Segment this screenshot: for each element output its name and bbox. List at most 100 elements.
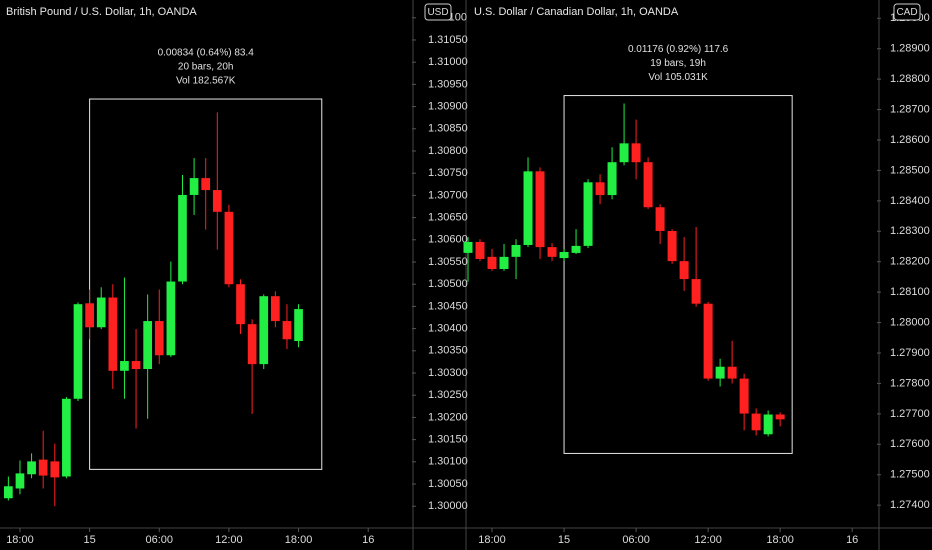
candle-body xyxy=(85,303,94,328)
y-tick-label: 1.27400 xyxy=(890,499,930,511)
candle-body xyxy=(619,143,629,163)
x-tick-label: 06:00 xyxy=(622,534,650,546)
candle-body xyxy=(212,190,222,212)
x-tick-label: 06:00 xyxy=(145,534,173,546)
x-tick-label: 18:00 xyxy=(285,534,313,546)
measure-text: Vol 182.567K xyxy=(176,76,236,87)
y-tick-label: 1.30450 xyxy=(428,300,468,312)
y-tick-label: 1.27800 xyxy=(890,377,930,389)
y-tick-label: 1.30100 xyxy=(428,456,468,468)
y-tick-label: 1.27700 xyxy=(890,408,930,420)
measure-text: 0.01176 (0.92%) 117.6 xyxy=(628,44,729,55)
candle-body xyxy=(559,251,569,259)
candle-body xyxy=(178,194,187,282)
y-tick-label: 1.28000 xyxy=(890,316,930,328)
y-tick-label: 1.30200 xyxy=(428,411,468,423)
candle-body xyxy=(511,244,521,257)
y-tick-label: 1.27500 xyxy=(890,469,930,481)
currency-tag xyxy=(424,3,452,21)
candle-body xyxy=(259,296,269,365)
currency-label: CAD xyxy=(896,7,917,18)
candle-body xyxy=(667,230,677,262)
candle-body xyxy=(4,486,13,499)
candle-body xyxy=(38,459,48,476)
candle-body xyxy=(50,461,60,478)
y-tick-label: 1.27600 xyxy=(890,438,930,450)
y-tick-label: 1.28700 xyxy=(890,103,930,115)
candle-body xyxy=(739,378,749,414)
y-tick-label: 1.28400 xyxy=(890,195,930,207)
currency-label: USD xyxy=(427,7,448,18)
y-tick-label: 1.28200 xyxy=(890,256,930,268)
candle-body xyxy=(62,398,71,477)
candle-body xyxy=(643,162,653,208)
candle-body xyxy=(270,296,280,322)
candle-body xyxy=(73,304,83,399)
x-tick-label: 12:00 xyxy=(215,534,243,546)
x-tick-label: 16 xyxy=(362,534,374,546)
measure-box xyxy=(563,95,793,454)
y-tick-label: 1.30400 xyxy=(428,323,468,335)
candle-body xyxy=(763,414,773,435)
candle-body xyxy=(201,178,211,191)
candle-body xyxy=(282,321,292,340)
y-tick-label: 1.30550 xyxy=(428,256,468,268)
y-tick-label: 1.30650 xyxy=(428,212,468,224)
y-tick-label: 1.30900 xyxy=(428,100,468,112)
y-tick-label: 1.30750 xyxy=(428,167,468,179)
x-tick-label: 18:00 xyxy=(478,534,506,546)
candle-body xyxy=(475,241,485,259)
y-tick-label: 1.30500 xyxy=(428,278,468,290)
y-tick-label: 1.28300 xyxy=(890,225,930,237)
candle-body xyxy=(224,211,234,285)
y-tick-label: 1.30600 xyxy=(428,234,468,246)
candle-body xyxy=(487,256,497,270)
candle-body xyxy=(535,171,545,248)
x-tick-label: 18:00 xyxy=(766,534,794,546)
candle-body xyxy=(655,207,665,231)
y-tick-label: 1.30700 xyxy=(428,189,468,201)
candle-body xyxy=(131,361,141,370)
y-tick-label: 1.28900 xyxy=(890,43,930,55)
candle-body xyxy=(499,256,509,270)
y-tick-label: 1.31050 xyxy=(428,34,468,46)
y-tick-label: 1.27900 xyxy=(890,347,930,359)
x-tick-label: 18:00 xyxy=(6,534,34,546)
candle-body xyxy=(727,366,737,379)
y-tick-label: 1.28600 xyxy=(890,134,930,146)
y-tick-label: 1.31000 xyxy=(428,56,468,68)
measure-text: 19 bars, 19h xyxy=(650,58,706,69)
candle-body xyxy=(143,321,153,370)
y-tick-label: 1.28100 xyxy=(890,286,930,298)
y-tick-label: 1.30150 xyxy=(428,434,468,446)
y-tick-label: 1.30050 xyxy=(428,478,468,490)
candle-body xyxy=(631,143,641,163)
measure-text: 0.00834 (0.64%) 83.4 xyxy=(158,48,255,59)
candle-body xyxy=(96,297,106,328)
y-tick-label: 1.30250 xyxy=(428,389,468,401)
y-tick-label: 1.28500 xyxy=(890,164,930,176)
candle-body xyxy=(189,178,199,195)
x-tick-label: 12:00 xyxy=(694,534,722,546)
candle-body xyxy=(751,413,761,431)
candle-body xyxy=(583,182,593,246)
chart-title: British Pound / U.S. Dollar, 1h, OANDA xyxy=(6,6,197,18)
candle-body xyxy=(166,281,176,356)
candle-body xyxy=(27,461,36,475)
y-tick-label: 1.30850 xyxy=(428,123,468,135)
candle-body xyxy=(607,162,617,196)
candle-body xyxy=(247,324,257,365)
y-tick-label: 1.28800 xyxy=(890,73,930,85)
candle-body xyxy=(547,247,557,257)
measure-box xyxy=(89,98,323,470)
y-tick-label: 1.30300 xyxy=(428,367,468,379)
candle-body xyxy=(463,241,473,253)
candle-body xyxy=(679,261,689,280)
chart-title: U.S. Dollar / Canadian Dollar, 1h, OANDA xyxy=(474,6,679,18)
y-tick-label: 1.30800 xyxy=(428,145,468,157)
currency-tag xyxy=(893,3,921,21)
candle-body xyxy=(691,279,701,304)
candle-body xyxy=(236,284,245,325)
candle-body xyxy=(154,321,164,356)
